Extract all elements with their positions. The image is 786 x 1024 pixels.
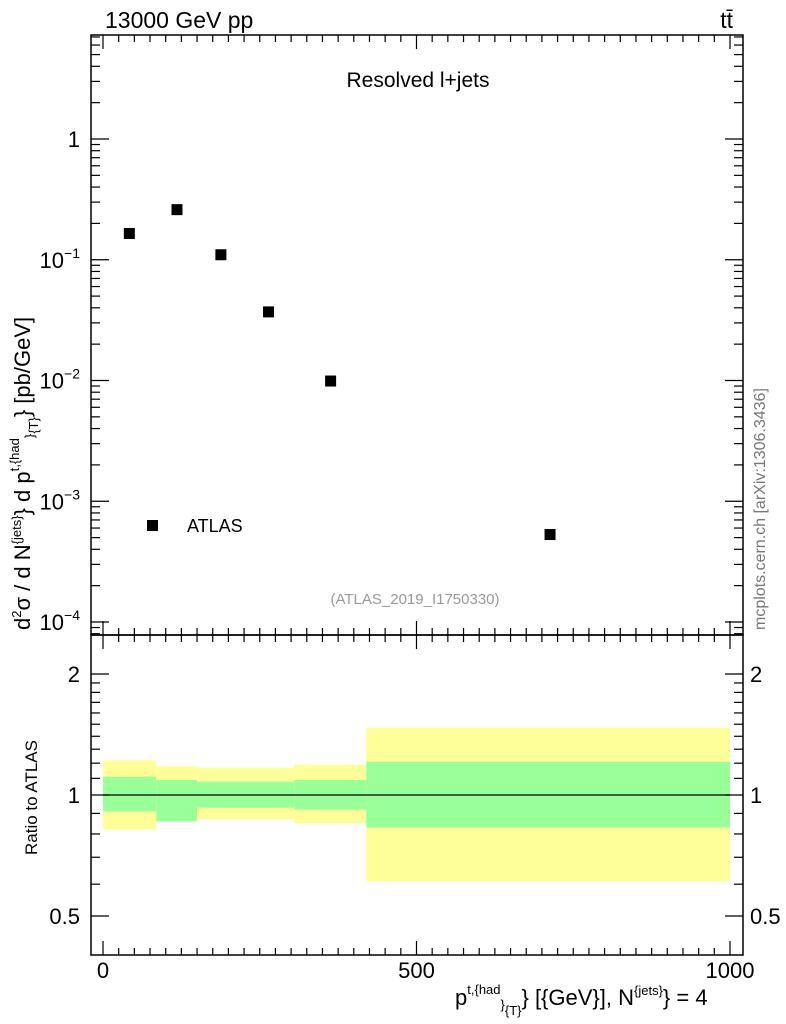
ratio-y-tick-label-left: 0.5 [49, 904, 80, 929]
main-y-tick-labels: 1 10−1 10−2 10−3 10−4 [40, 127, 81, 635]
ratio-y-label: Ratio to ATLAS [22, 740, 41, 855]
data-point [171, 204, 183, 216]
ratio-frame [90, 634, 744, 956]
main-y-label: d2σ / d N{jets}} d pt,{had}{T}} [pb/GeV] [7, 317, 41, 630]
ratio-y-tick-label-right: 0.5 [750, 904, 781, 929]
main-frame [90, 34, 744, 636]
main-y-tick-label: 10−4 [40, 607, 81, 635]
legend-marker [147, 520, 158, 531]
x-axis-label: pt,{had}{T}} [{GeV}], N{jets}} = 4 [455, 982, 708, 1018]
main-plot: Resolved l+jets (ATLAS_2019_I1750330) 11… [7, 34, 744, 636]
data-point [325, 375, 337, 387]
ratio-y-tick-label-left: 2 [68, 662, 80, 687]
svg-text:d2σ / d N{jets}} d pt,{had}{T: d2σ / d N{jets}} d pt,{had}{T}} [pb/GeV] [7, 317, 41, 630]
x-tick-label: 0 [97, 958, 109, 983]
main-y-tick-label: 10−2 [40, 366, 81, 394]
ratio-y-ticks: 2 2 1 1 0.5 0.5 [49, 662, 780, 929]
data-point [215, 249, 227, 261]
svg-text:pt,{had}{T}} [{GeV}], N{jets}}: pt,{had}{T}} [{GeV}], N{jets}} = 4 [455, 982, 708, 1018]
main-y-ticks [91, 36, 743, 635]
ratio-y-tick-label-right: 2 [750, 662, 762, 687]
side-label: mcplots.cern.ch [arXiv:1306.3436] [752, 388, 769, 630]
header-right: tt̄ [720, 7, 733, 33]
legend-label: ATLAS [187, 516, 243, 536]
data-point [123, 227, 135, 239]
x-tick-label: 500 [398, 958, 435, 983]
main-title: Resolved l+jets [347, 69, 490, 92]
main-y-tick-label: 10−3 [40, 486, 81, 514]
legend: ATLAS [147, 516, 243, 536]
data-point [263, 306, 275, 318]
data-points [123, 204, 556, 541]
main-y-tick-label: 10−1 [40, 245, 81, 273]
ratio-y-tick-label-left: 1 [68, 783, 80, 808]
ratio-inner-band [156, 779, 198, 822]
ratio-x-ticks: 0 500 1000 [97, 635, 755, 983]
ratio-bands [103, 727, 730, 882]
data-point [544, 529, 556, 541]
ratio-inner-band [103, 776, 157, 812]
main-y-tick-label: 1 [68, 127, 80, 152]
header-left: 13000 GeV pp [105, 7, 253, 33]
ratio-plot: 2 2 1 1 0.5 0.5 0 500 1000 Ratio to ATLAS pt,{h… [22, 634, 781, 1018]
x-tick-label: 1000 [706, 958, 755, 983]
watermark: (ATLAS_2019_I1750330) [330, 591, 499, 608]
ratio-y-tick-label-right: 1 [750, 783, 762, 808]
main-x-ticks [102, 35, 731, 635]
